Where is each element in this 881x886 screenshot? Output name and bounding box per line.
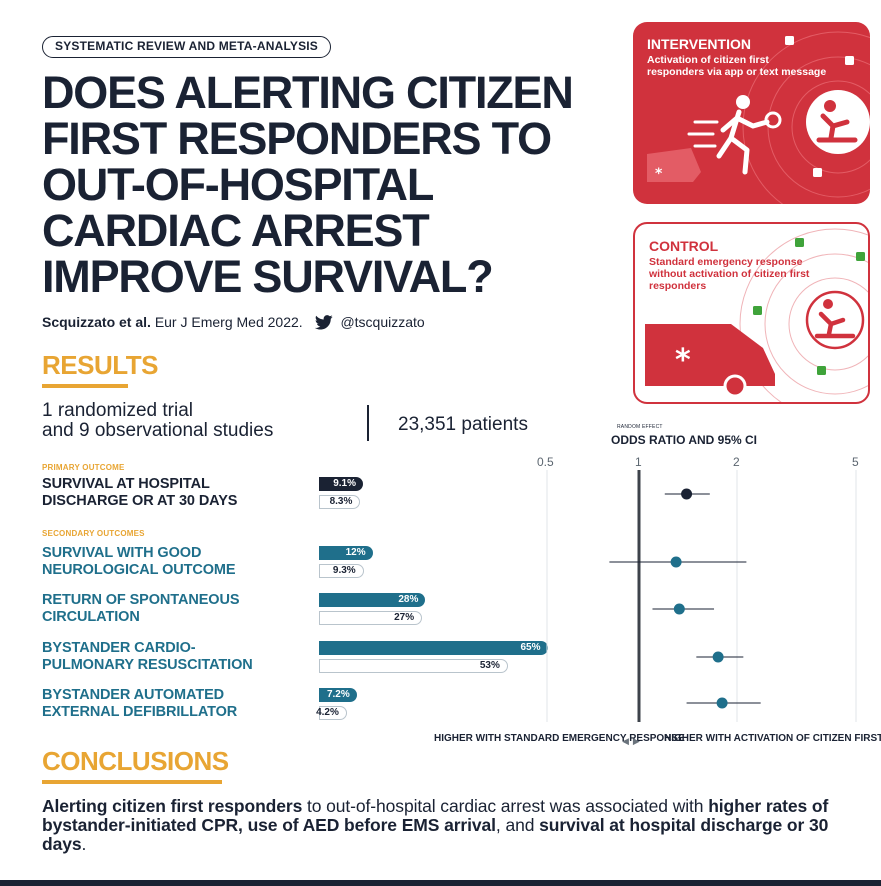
- title-line: CARDIAC ARREST: [42, 205, 430, 256]
- conclusion-bold: higher rates of bystander-initiated CPR,…: [42, 796, 829, 835]
- runner-responder-icon: *: [647, 31, 870, 204]
- intervention-card: * INTERVENTION Activation of citizen fir…: [633, 22, 870, 204]
- control-heading: CONTROL: [649, 238, 719, 254]
- intervention-bar-label: 65%: [520, 642, 541, 653]
- citation-journal: Eur J Emerg Med 2022.: [154, 314, 303, 330]
- intervention-bar-label: 7.2%: [326, 689, 350, 700]
- outcome-label: SURVIVAL WITH GOOD NEUROLOGICAL OUTCOME: [42, 545, 236, 579]
- twitter-bird-icon: [314, 315, 333, 330]
- studies-line: and 9 observational studies: [42, 420, 274, 441]
- studies-summary: 1 randomized trial and 9 observational s…: [42, 401, 273, 441]
- control-bar: 27%: [319, 611, 423, 625]
- right-direction-label: HIGHER WITH ACTIVATION OF CITIZEN FIRST …: [664, 733, 881, 744]
- outcome-label-line: EXTERNAL DEFIBRILLATOR: [42, 704, 238, 720]
- outcome-label-line: BYSTANDER AUTOMATED: [42, 687, 225, 703]
- control-bar-label: 27%: [394, 612, 415, 623]
- control-bar-label: 9.3%: [332, 565, 356, 576]
- intervention-bar-label: 28%: [398, 594, 419, 605]
- results-underline: [42, 384, 128, 388]
- intervention-bar: 9.1%: [319, 477, 364, 491]
- outcome-label: BYSTANDER CARDIO- PULMONARY RESUSCITATION: [42, 640, 253, 674]
- outcome-label: RETURN OF SPONTANEOUS CIRCULATION: [42, 592, 240, 626]
- patient-count: 23,351 patients: [398, 414, 528, 435]
- svg-text:*: *: [655, 166, 663, 182]
- secondary-outcomes-label: SECONDARY OUTCOMES: [42, 529, 145, 538]
- control-bar-label: 4.2%: [316, 707, 339, 718]
- control-bar: 53%: [319, 659, 508, 673]
- x-tick-label: 5: [852, 455, 859, 469]
- chart-title: ODDS RATIO AND 95% CI: [611, 433, 758, 447]
- title-line: OUT-OF-HOSPITAL: [42, 159, 434, 210]
- left-direction-label: HIGHER WITH STANDARD EMERGENCY RESPONSE: [434, 733, 685, 744]
- citation-authors: Scquizzato et al.: [42, 314, 151, 330]
- ambulance-icon: *: [645, 228, 868, 402]
- intervention-bar: 12%: [319, 546, 373, 560]
- citation: Scquizzato et al. Eur J Emerg Med 2022. …: [42, 314, 425, 330]
- results-heading: RESULTS: [42, 350, 158, 380]
- intervention-bar: 65%: [319, 641, 548, 655]
- direction-arrows-icon: ◀▶: [622, 737, 644, 747]
- odds-ratio-point: [670, 556, 682, 568]
- control-bar: 9.3%: [319, 564, 364, 578]
- study-type-tag: SYSTEMATIC REVIEW AND META-ANALYSIS: [42, 36, 332, 58]
- conclusions-text: Alerting citizen first responders to out…: [42, 797, 872, 854]
- intervention-bar: 28%: [319, 593, 426, 607]
- svg-text:*: *: [675, 343, 691, 378]
- footer-bar: [0, 880, 881, 886]
- outcome-label-line: DISCHARGE OR AT 30 DAYS: [42, 493, 238, 509]
- twitter-handle: @tscquizzato: [340, 314, 425, 330]
- control-bar-label: 8.3%: [329, 496, 353, 507]
- control-bar: 8.3%: [319, 495, 361, 509]
- conclusions-heading: CONCLUSIONS: [42, 746, 229, 776]
- odds-ratio-point: [681, 488, 693, 500]
- title-line: FIRST RESPONDERS TO: [42, 113, 552, 164]
- control-card: * CONTROL Standard emergency response wi…: [633, 222, 870, 404]
- chart-subtitle: RANDOM EFFECT: [617, 424, 663, 430]
- conclusion-bold: survival at hospital discharge or 30 day…: [42, 815, 829, 854]
- odds-ratio-point: [712, 651, 724, 663]
- title-line: DOES ALERTING CITIZEN: [42, 67, 574, 118]
- primary-outcome-label: PRIMARY OUTCOME: [42, 463, 125, 472]
- conclusion-text: , and: [495, 815, 540, 835]
- summary-divider: [367, 405, 369, 441]
- title-line: IMPROVE SURVIVAL?: [42, 251, 494, 302]
- odds-ratio-point: [716, 697, 728, 709]
- intervention-text: Activation of citizen first responders v…: [647, 54, 827, 78]
- control-text: Standard emergency response without acti…: [649, 256, 810, 292]
- outcome-label: BYSTANDER AUTOMATED EXTERNAL DEFIBRILLATO…: [42, 687, 237, 721]
- intervention-bar-label: 12%: [345, 547, 366, 558]
- outcome-label-line: SURVIVAL WITH GOOD: [42, 545, 202, 561]
- conclusion-text: to out-of-hospital cardiac arrest was as…: [302, 796, 709, 816]
- x-tick-label: 0.5: [537, 455, 554, 469]
- x-tick-label: 2: [733, 455, 740, 469]
- outcome-label: SURVIVAL AT HOSPITAL DISCHARGE OR AT 30 D…: [42, 476, 237, 510]
- control-bar-label: 53%: [479, 660, 500, 671]
- conclusion-text: .: [81, 834, 87, 854]
- intervention-bar-label: 9.1%: [333, 478, 357, 489]
- conclusions-underline: [42, 780, 222, 784]
- outcome-label-line: BYSTANDER CARDIO-: [42, 640, 196, 656]
- outcome-label-line: RETURN OF SPONTANEOUS: [42, 592, 240, 608]
- intervention-bar: 7.2%: [319, 688, 357, 702]
- odds-ratio-point: [673, 603, 685, 615]
- studies-line: 1 randomized trial: [42, 400, 194, 421]
- outcome-label-line: NEUROLOGICAL OUTCOME: [42, 562, 236, 578]
- control-bar: 4.2%: [316, 706, 347, 720]
- x-tick-label: 1: [635, 455, 642, 469]
- conclusion-bold: Alerting citizen first responders: [42, 796, 303, 816]
- outcome-label-line: SURVIVAL AT HOSPITAL: [42, 476, 210, 492]
- outcome-label-line: PULMONARY RESUSCITATION: [42, 657, 253, 673]
- page-title: DOES ALERTING CITIZEN FIRST RESPONDERS T…: [42, 70, 622, 300]
- outcome-label-line: CIRCULATION: [42, 609, 140, 625]
- intervention-heading: INTERVENTION: [647, 36, 751, 52]
